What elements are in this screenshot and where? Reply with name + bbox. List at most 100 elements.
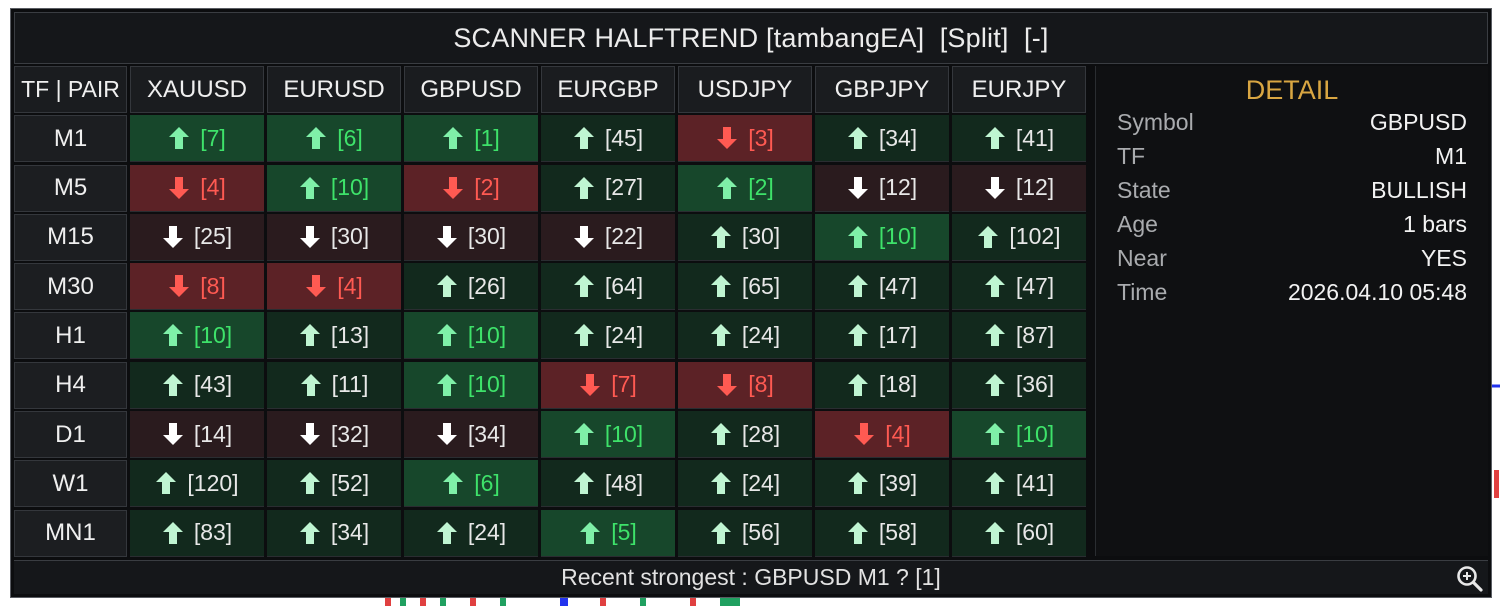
signal-cell[interactable]: [58]	[815, 509, 949, 557]
detail-value: YES	[1420, 244, 1467, 271]
column-header-gbpusd[interactable]: GBPUSD	[404, 66, 538, 113]
signal-cell[interactable]: [7]	[130, 115, 264, 163]
signal-cell[interactable]: [4]	[267, 263, 401, 311]
signal-cell[interactable]: [2]	[678, 164, 812, 212]
signal-cell[interactable]: [24]	[404, 509, 538, 557]
detail-label: Symbol	[1117, 108, 1194, 135]
arrow-down-icon	[573, 225, 594, 248]
row-header-h4[interactable]: H4	[14, 361, 127, 409]
signal-cell[interactable]: [64]	[541, 263, 675, 311]
signal-cell[interactable]: [10]	[815, 213, 949, 261]
signal-cell[interactable]: [34]	[404, 411, 538, 459]
signal-cell[interactable]: [30]	[678, 213, 812, 261]
signal-cell[interactable]: [10]	[404, 312, 538, 360]
row-header-m5[interactable]: M5	[14, 164, 127, 212]
row-header-d1[interactable]: D1	[14, 411, 127, 459]
signal-cell[interactable]: [32]	[267, 411, 401, 459]
signal-cell[interactable]: [18]	[815, 361, 949, 409]
signal-cell[interactable]: [47]	[952, 263, 1086, 311]
row-header-h1[interactable]: H1	[14, 312, 127, 360]
signal-cell[interactable]: [6]	[267, 115, 401, 163]
signal-cell[interactable]: [10]	[541, 411, 675, 459]
signal-cell[interactable]: [60]	[952, 509, 1086, 557]
detail-label: State	[1117, 176, 1171, 203]
signal-cell[interactable]: [10]	[404, 361, 538, 409]
column-header-xauusd[interactable]: XAUUSD	[130, 66, 264, 113]
signal-cell[interactable]: [39]	[815, 460, 949, 508]
signal-cell[interactable]: [34]	[267, 509, 401, 557]
column-header-usdjpy[interactable]: USDJPY	[678, 66, 812, 113]
detail-title: DETAIL	[1245, 75, 1339, 105]
split-button[interactable]: [Split]	[939, 22, 1009, 53]
signal-cell[interactable]: [43]	[130, 361, 264, 409]
signal-cell[interactable]: [12]	[815, 164, 949, 212]
signal-cell[interactable]: [10]	[952, 411, 1086, 459]
signal-cell[interactable]: [48]	[541, 460, 675, 508]
signal-cell[interactable]: [4]	[815, 411, 949, 459]
signal-cell[interactable]: [13]	[267, 312, 401, 360]
signal-cell[interactable]: [41]	[952, 115, 1086, 163]
signal-age: [12]	[878, 174, 918, 201]
signal-cell[interactable]: [30]	[267, 213, 401, 261]
signal-cell[interactable]: [120]	[130, 460, 264, 508]
signal-cell[interactable]: [6]	[404, 460, 538, 508]
signal-cell[interactable]: [87]	[952, 312, 1086, 360]
signal-cell[interactable]: [27]	[541, 164, 675, 212]
arrow-up-icon	[710, 324, 731, 347]
column-header-eurusd[interactable]: EURUSD	[267, 66, 401, 113]
signal-cell[interactable]: [36]	[952, 361, 1086, 409]
row-header-m15[interactable]: M15	[14, 213, 127, 261]
row-header-w1[interactable]: W1	[14, 460, 127, 508]
signal-cell[interactable]: [28]	[678, 411, 812, 459]
signal-cell[interactable]: [10]	[267, 164, 401, 212]
signal-cell[interactable]: [102]	[952, 213, 1086, 261]
signal-cell[interactable]: [34]	[815, 115, 949, 163]
arrow-up-icon	[847, 275, 868, 298]
signal-cell[interactable]: [65]	[678, 263, 812, 311]
column-header-eurjpy[interactable]: EURJPY	[952, 66, 1086, 113]
signal-cell[interactable]: [1]	[404, 115, 538, 163]
signal-age: [34]	[467, 420, 507, 447]
signal-cell[interactable]: [30]	[404, 213, 538, 261]
signal-cell[interactable]: [24]	[678, 312, 812, 360]
column-header-gbpjpy[interactable]: GBPJPY	[815, 66, 949, 113]
signal-cell[interactable]: [47]	[815, 263, 949, 311]
column-header-eurgbp[interactable]: EURGBP	[541, 66, 675, 113]
signal-cell[interactable]: [8]	[130, 263, 264, 311]
signal-cell[interactable]: [25]	[130, 213, 264, 261]
detail-label: Time	[1117, 278, 1168, 305]
arrow-up-icon	[162, 373, 183, 396]
signal-cell[interactable]: [8]	[678, 361, 812, 409]
signal-cell[interactable]: [14]	[130, 411, 264, 459]
signal-age: [52]	[330, 469, 370, 496]
signal-cell[interactable]: [4]	[130, 164, 264, 212]
arrow-up-icon	[710, 275, 731, 298]
signal-cell[interactable]: [7]	[541, 361, 675, 409]
signal-age: [60]	[1015, 519, 1055, 546]
row-header-m30[interactable]: M30	[14, 263, 127, 311]
signal-cell[interactable]: [2]	[404, 164, 538, 212]
signal-cell[interactable]: [3]	[678, 115, 812, 163]
arrow-up-icon	[847, 324, 868, 347]
signal-cell[interactable]: [10]	[130, 312, 264, 360]
row-header-m1[interactable]: M1	[14, 115, 127, 163]
signal-cell[interactable]: [41]	[952, 460, 1086, 508]
signal-cell[interactable]: [83]	[130, 509, 264, 557]
signal-cell[interactable]: [24]	[541, 312, 675, 360]
signal-cell[interactable]: [22]	[541, 213, 675, 261]
row-header-mn1[interactable]: MN1	[14, 509, 127, 557]
zoom-in-icon[interactable]	[1454, 563, 1486, 595]
signal-cell[interactable]: [12]	[952, 164, 1086, 212]
signal-cell[interactable]: [26]	[404, 263, 538, 311]
arrow-down-icon	[306, 275, 327, 298]
signal-cell[interactable]: [52]	[267, 460, 401, 508]
title-bar[interactable]: SCANNER HALFTREND [tambangEA] [Split] [-…	[14, 12, 1488, 64]
signal-cell[interactable]: [56]	[678, 509, 812, 557]
signal-cell[interactable]: [17]	[815, 312, 949, 360]
signal-cell[interactable]: [45]	[541, 115, 675, 163]
signal-age: [30]	[330, 223, 370, 250]
signal-cell[interactable]: [11]	[267, 361, 401, 409]
minimize-button[interactable]: [-]	[1024, 22, 1049, 53]
signal-cell[interactable]: [5]	[541, 509, 675, 557]
signal-cell[interactable]: [24]	[678, 460, 812, 508]
